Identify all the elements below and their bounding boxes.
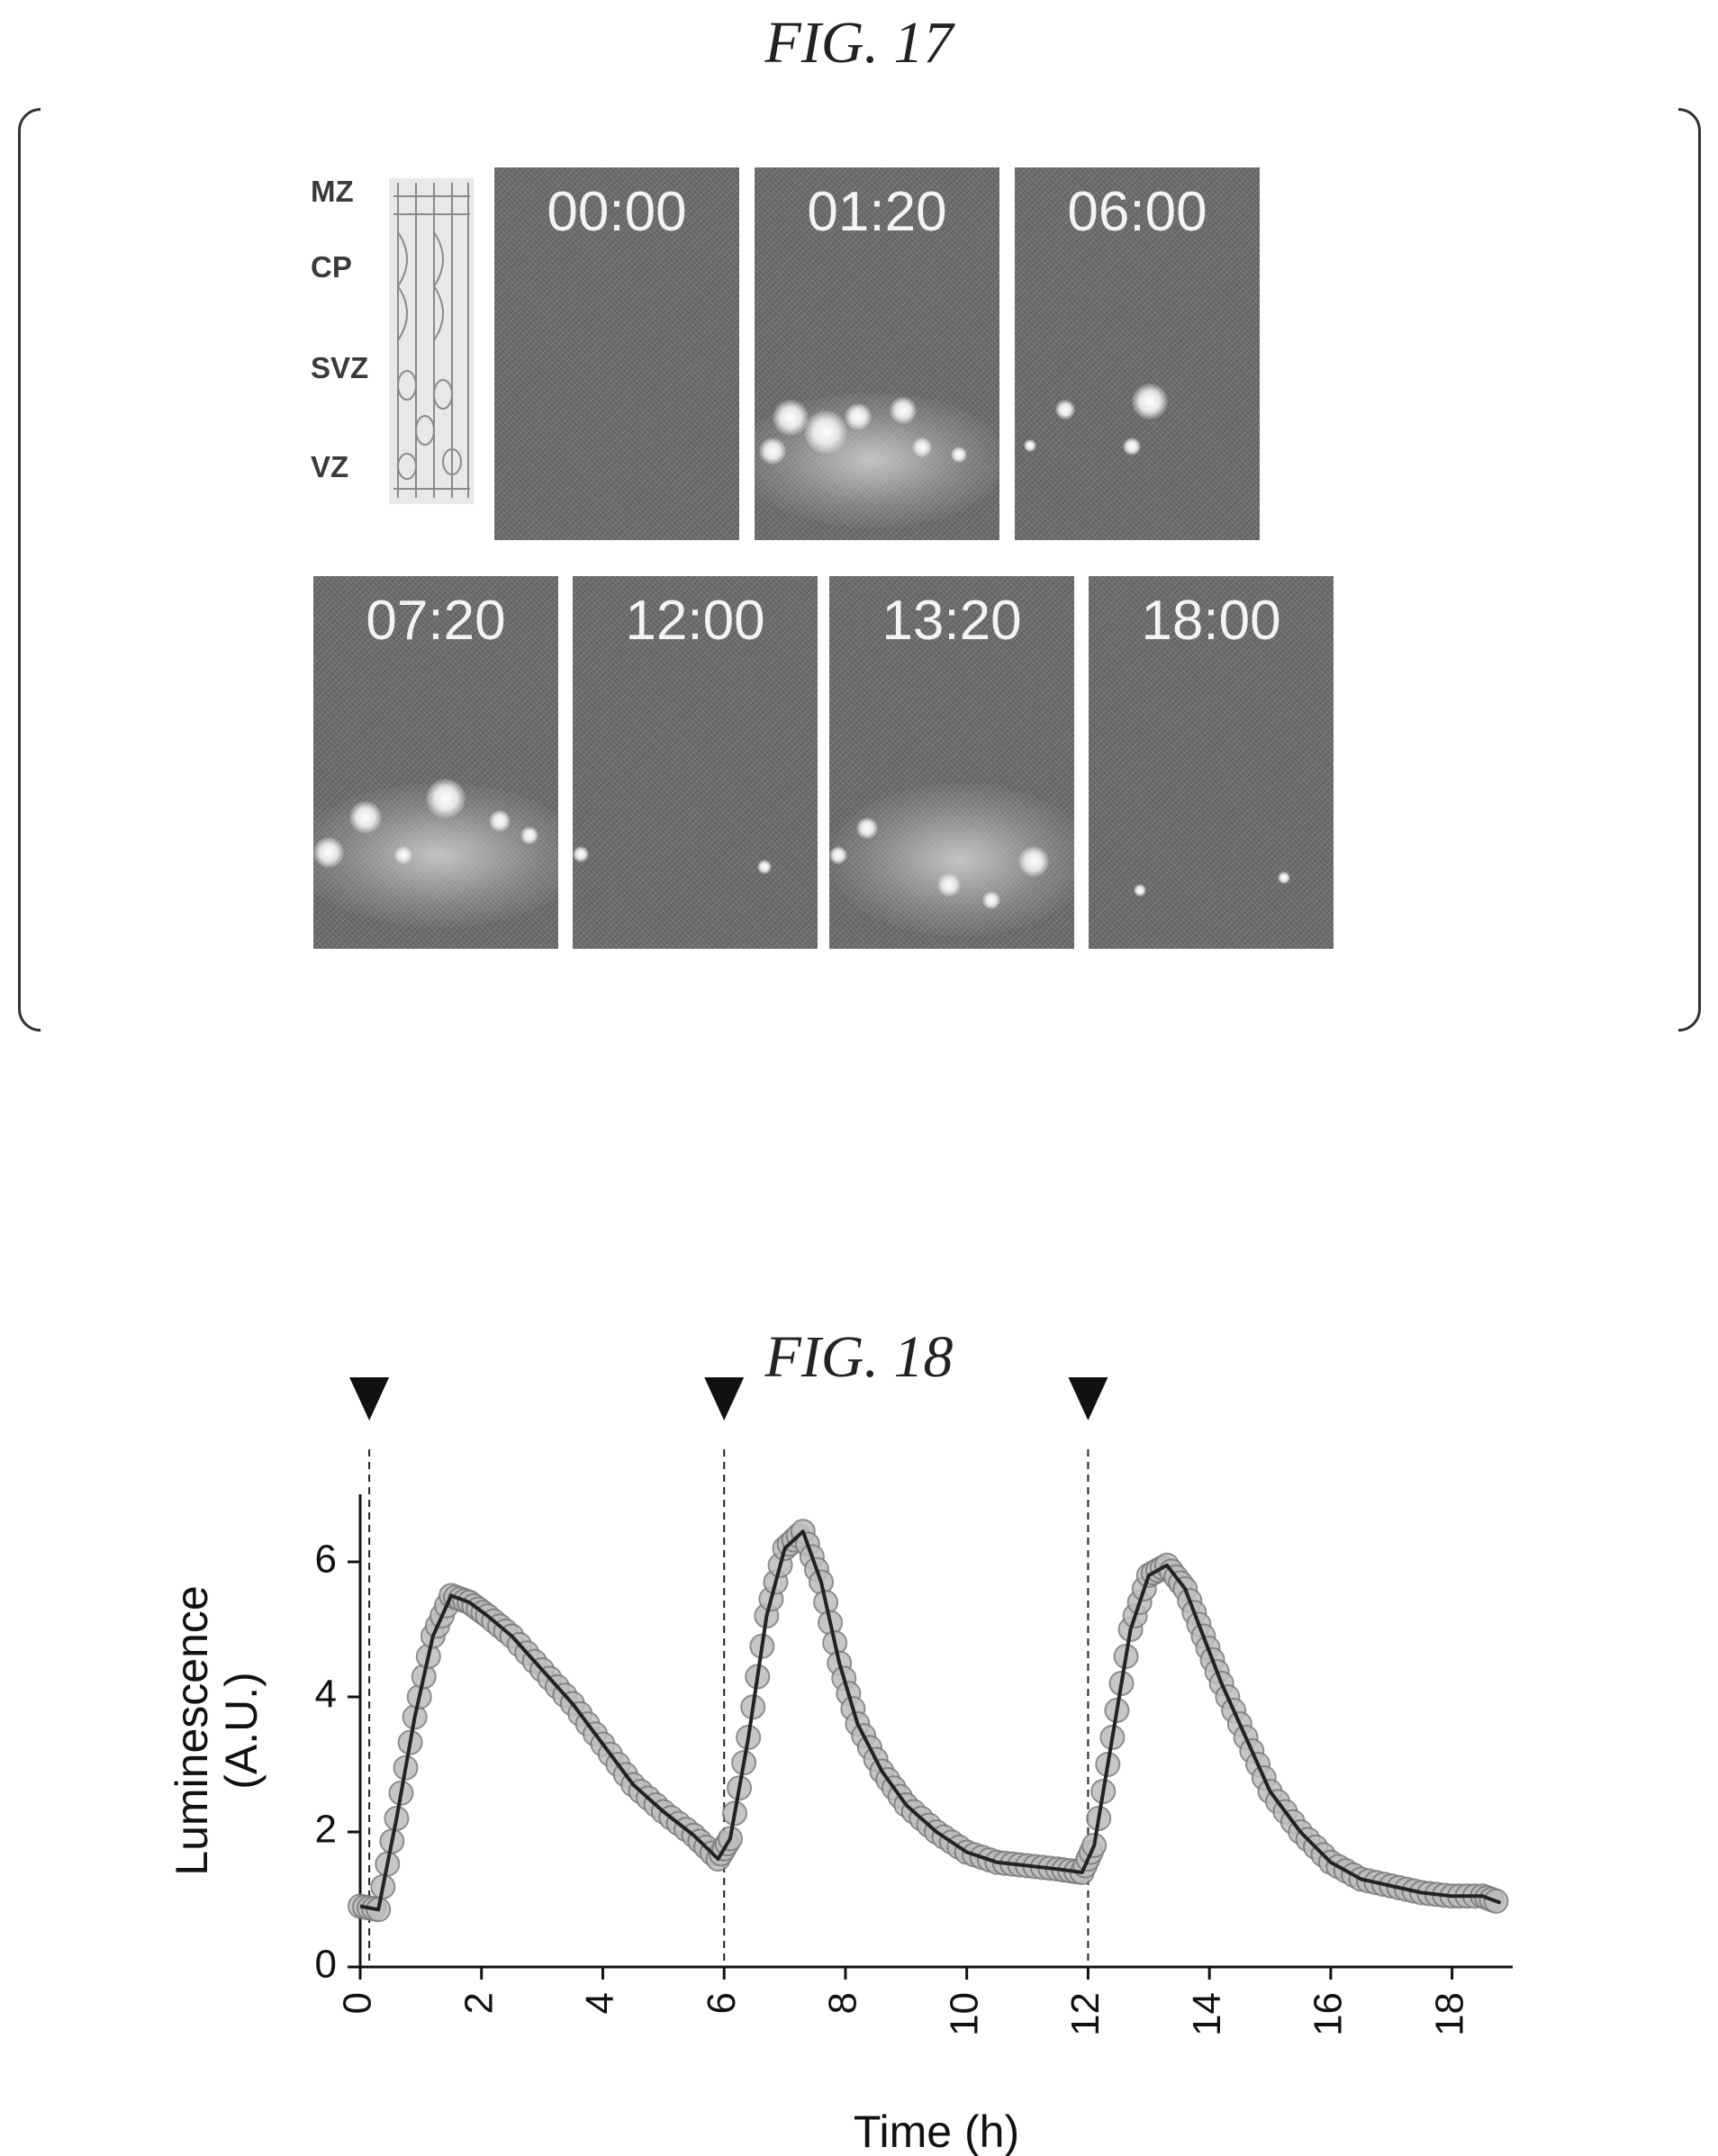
series-line [359, 1529, 1502, 1912]
cortex-schematic [389, 178, 474, 504]
x-tick-label: 0 [336, 1992, 380, 2014]
timelapse-panel-6: 13:20 [829, 576, 1074, 949]
luminescence-chart: 0 2 4 6 8 10 12 14 16 18 0 2 4 6 Time (h) Luminescence(… [167, 1377, 1513, 2156]
timelapse-panel-7: 18:00 [1089, 576, 1334, 949]
timelapse-panel-5: 12:00 [573, 576, 818, 949]
x-axis-label: Time (h) [854, 2106, 1019, 2156]
timestamp-label: 18:00 [1141, 590, 1281, 652]
zone-label-svz: SVZ [311, 351, 369, 384]
timelapse-panel-4: 07:20 [313, 576, 558, 949]
zone-label-cp: CP [311, 250, 352, 284]
timelapse-panel-2: 01:20 [755, 167, 999, 540]
fig18-title: FIG. 18 [764, 1324, 954, 1390]
zone-label-vz: VZ [311, 450, 349, 483]
fig17-title: FIG. 17 [764, 10, 954, 76]
x-tick-label: 14 [1185, 1992, 1229, 2036]
y-axis-label-line1: Luminescence [167, 1585, 217, 1875]
y-tick-label: 6 [315, 1538, 337, 1582]
timestamp-label: 13:20 [882, 590, 1022, 652]
x-tick-label: 4 [578, 1992, 622, 2014]
right-bracket [1678, 108, 1701, 1032]
y-axis-label-line2: (A.U.) [216, 1672, 267, 1790]
x-tick-label: 18 [1427, 1992, 1471, 2036]
stimulus-triangle-icon [1068, 1377, 1108, 1421]
x-tick-label: 16 [1307, 1992, 1351, 2036]
x-tick-label: 6 [700, 1992, 744, 2014]
timestamp-label: 12:00 [625, 590, 765, 652]
timestamp-label: 01:20 [807, 181, 947, 243]
timestamp-label: 07:20 [366, 590, 506, 652]
x-tick-label: 8 [821, 1992, 865, 2014]
x-tick-label: 12 [1063, 1992, 1108, 2036]
stimulus-triangle-icon [704, 1377, 745, 1421]
zone-label-mz: MZ [311, 175, 354, 208]
timelapse-panel-1: 00:00 [494, 167, 739, 540]
y-tick-label: 0 [315, 1943, 337, 1987]
x-tick-label: 10 [942, 1992, 986, 2036]
stimulus-triangle-icon [349, 1377, 390, 1421]
y-tick-label: 2 [315, 1808, 337, 1852]
timelapse-panel-3: 06:00 [1015, 167, 1260, 540]
y-tick-label: 4 [315, 1673, 337, 1717]
timestamp-label: 00:00 [547, 181, 687, 243]
left-bracket [18, 108, 41, 1032]
timestamp-label: 06:00 [1067, 181, 1207, 243]
x-tick-label: 2 [457, 1992, 501, 2014]
